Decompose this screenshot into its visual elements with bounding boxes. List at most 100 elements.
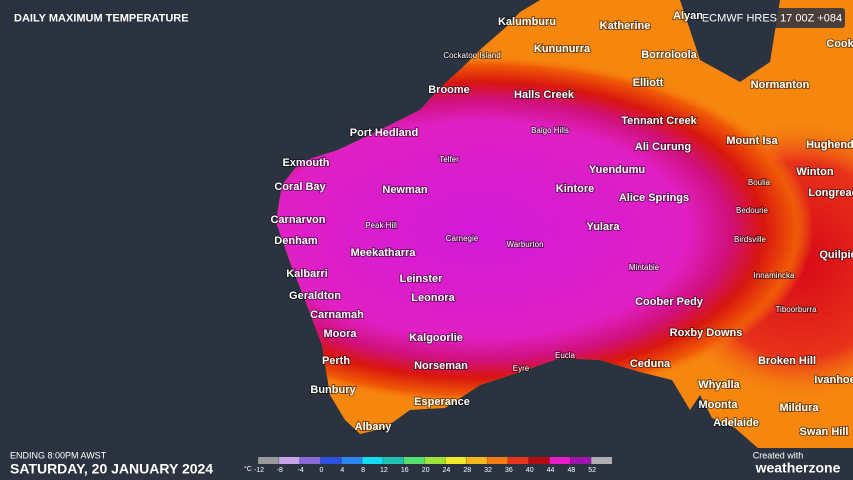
place-label: Port Hedland — [350, 127, 418, 139]
legend-swatch — [591, 457, 612, 464]
legend-tick-label: 48 — [567, 467, 575, 474]
legend-swatch — [570, 457, 592, 464]
place-label: Geraldton — [289, 290, 341, 302]
place-label: Kalbarri — [286, 268, 328, 280]
place-label: Boulia — [748, 178, 771, 187]
place-label: Cook — [826, 38, 853, 50]
legend-tick-label: 0 — [320, 467, 324, 474]
place-label: Moonta — [698, 399, 738, 411]
legend-unit: °C — [244, 465, 252, 473]
place-label: Mount Isa — [726, 135, 778, 147]
legend-tick-label: -4 — [298, 467, 304, 474]
legend-tick-label: 4 — [340, 467, 344, 474]
legend-tick-label: 28 — [463, 467, 471, 474]
place-label: Newman — [382, 184, 428, 196]
place-label: Hughende — [806, 139, 853, 151]
legend-swatch — [445, 457, 467, 464]
legend-tick-label: 52 — [588, 467, 596, 474]
place-label: Tiboorburra — [775, 305, 817, 314]
place-label: Winton — [796, 166, 833, 178]
legend-swatch — [403, 457, 425, 464]
legend-swatch — [341, 457, 363, 464]
legend-tick-label: 32 — [484, 467, 492, 474]
place-label: Normanton — [751, 79, 810, 91]
place-label: Halls Creek — [514, 89, 575, 101]
place-label: Broome — [428, 84, 470, 96]
place-label: Adelaide — [713, 417, 759, 429]
place-label: Swan Hill — [800, 426, 849, 438]
map-title: DAILY MAXIMUM TEMPERATURE — [14, 12, 189, 24]
place-label: Moora — [324, 328, 358, 340]
legend-tick-label: 20 — [422, 467, 430, 474]
legend-tick-label: -12 — [254, 467, 264, 474]
place-label: Carnarvon — [270, 214, 325, 226]
legend-tick-label: 44 — [547, 467, 555, 474]
place-label: Innamincka — [754, 271, 795, 280]
place-label: Kununurra — [534, 43, 591, 55]
place-label: Carnegie — [446, 234, 479, 243]
place-label: Borroloola — [641, 49, 697, 61]
model-label: ECMWF HRES 17 00Z +084 — [702, 12, 842, 24]
forecast-date: SATURDAY, 20 JANUARY 2024 — [10, 461, 213, 477]
legend-swatch — [424, 457, 446, 464]
place-label: Bunbury — [310, 384, 356, 396]
legend-tick-label: 8 — [361, 467, 365, 474]
place-label: Denham — [274, 235, 318, 247]
legend-tick-label: 12 — [380, 467, 388, 474]
legend-swatch — [549, 457, 571, 464]
place-label: Elliott — [633, 77, 664, 89]
legend-swatch — [528, 457, 550, 464]
place-label: Yulara — [586, 221, 620, 233]
place-label: Warburton — [506, 240, 543, 249]
legend-swatch — [299, 457, 321, 464]
legend-swatch — [320, 457, 342, 464]
place-label: Alice Springs — [619, 192, 689, 204]
valid-time: ENDING 8:00PM AWST — [10, 450, 107, 460]
legend-tick-label: 36 — [505, 467, 513, 474]
place-label: Leinster — [400, 273, 444, 285]
place-label: Leonora — [411, 292, 455, 304]
place-label: Alyan — [673, 10, 703, 22]
title-box — [8, 8, 192, 28]
place-label: Albany — [355, 421, 393, 433]
place-label: Longreac — [808, 187, 853, 199]
legend-swatch — [278, 457, 300, 464]
legend-tick-label: -8 — [277, 467, 283, 474]
legend-swatch — [258, 457, 279, 464]
legend-swatch — [507, 457, 529, 464]
place-label: Carnamah — [310, 309, 364, 321]
place-label: Kintore — [556, 183, 595, 195]
place-label: Mintabie — [629, 263, 660, 272]
place-label: Coober Pedy — [635, 296, 704, 308]
place-label: Kalgoorlie — [409, 332, 463, 344]
place-label: Kalumburu — [498, 16, 556, 28]
place-label: Telfer — [439, 155, 459, 164]
place-label: Birdsville — [734, 235, 767, 244]
place-label: Broken Hill — [758, 355, 816, 367]
place-label: Eucla — [555, 351, 576, 360]
place-label: Ceduna — [630, 358, 671, 370]
legend-tick-label: 16 — [401, 467, 409, 474]
place-label: Quilpie — [819, 249, 853, 261]
place-label: Bedourie — [736, 206, 769, 215]
place-label: Katherine — [600, 20, 651, 32]
place-label: Perth — [322, 355, 350, 367]
legend-swatch — [362, 457, 383, 464]
place-label: Norseman — [414, 360, 468, 372]
place-label: Meekatharra — [351, 247, 417, 259]
place-label: Balgo Hills — [531, 126, 569, 135]
created-with: Created with — [753, 450, 804, 460]
place-label: Eyre — [513, 364, 530, 373]
legend-swatch — [466, 457, 488, 464]
legend-tick-label: 24 — [443, 467, 451, 474]
place-label: Cockatoo Island — [443, 51, 500, 60]
place-label: Ali Curung — [635, 141, 691, 153]
legend-swatch — [487, 457, 508, 464]
place-label: Tennant Creek — [621, 115, 697, 127]
legend-tick-label: 40 — [526, 467, 534, 474]
legend-swatch — [382, 457, 404, 464]
model-box — [700, 8, 845, 28]
place-label: Whyalla — [698, 379, 740, 391]
place-label: Exmouth — [282, 157, 329, 169]
place-label: Coral Bay — [274, 181, 326, 193]
